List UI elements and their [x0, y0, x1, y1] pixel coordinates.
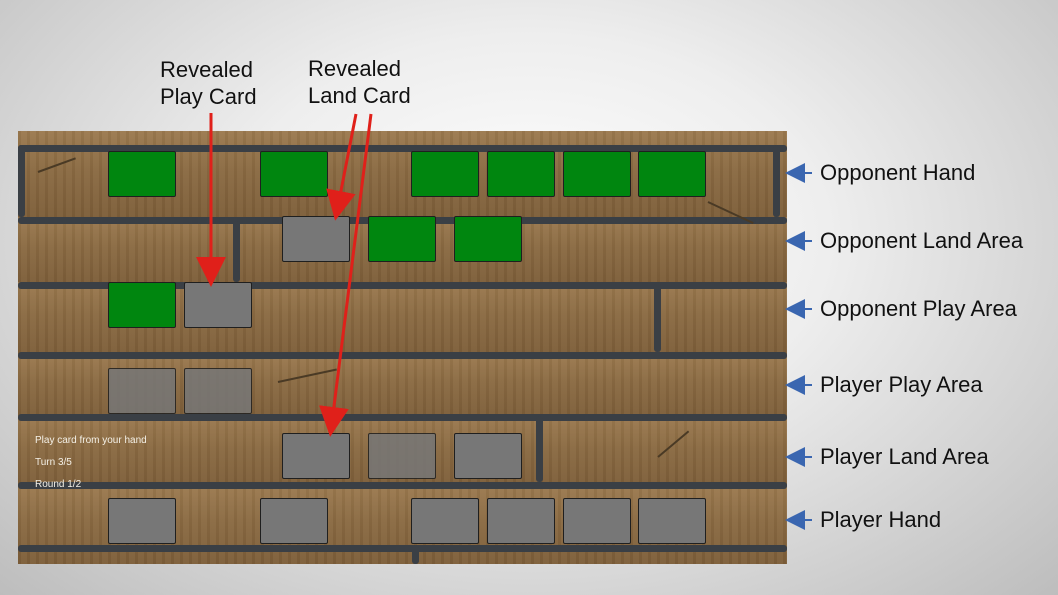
player-hand-card[interactable] [411, 498, 479, 544]
opponent-hand-card [487, 151, 555, 197]
opponent-hand-card [563, 151, 631, 197]
label-opponent-play-area: Opponent Play Area [820, 296, 1017, 321]
label-player-land-area: Player Land Area [820, 444, 989, 469]
opponent-hand-card [638, 151, 706, 197]
revealed-land-card[interactable] [282, 216, 350, 262]
player-land-card[interactable] [368, 433, 436, 479]
player-hand-card[interactable] [638, 498, 706, 544]
callout-line: Land Card [308, 83, 411, 108]
revealed-play-card[interactable] [184, 282, 252, 328]
label-opponent-hand: Opponent Hand [820, 160, 976, 185]
callout-line: Play Card [160, 84, 257, 109]
player-play-card[interactable] [184, 368, 252, 414]
player-play-card[interactable] [108, 368, 176, 414]
opponent-play-card [108, 282, 176, 328]
opponent-land-card [454, 216, 522, 262]
player-hand-card[interactable] [487, 498, 555, 544]
opponent-hand-card [260, 151, 328, 197]
player-land-card[interactable] [454, 433, 522, 479]
instruction-text: Play card from your hand [35, 435, 147, 446]
turn-counter: Turn 3/5 [35, 457, 72, 468]
opponent-hand-card [411, 151, 479, 197]
player-hand-card[interactable] [260, 498, 328, 544]
round-counter: Round 1/2 [35, 479, 82, 490]
player-land-card[interactable] [282, 433, 350, 479]
label-player-hand: Player Hand [820, 507, 942, 532]
opponent-land-card [368, 216, 436, 262]
label-opponent-land-area: Opponent Land Area [820, 228, 1024, 253]
callout-line: Revealed [160, 57, 253, 82]
player-hand-card[interactable] [563, 498, 631, 544]
label-player-play-area: Player Play Area [820, 372, 983, 397]
player-hand-card[interactable] [108, 498, 176, 544]
opponent-hand-card [108, 151, 176, 197]
revealed-play-card-callout: Revealed Play Card [160, 56, 257, 110]
callout-line: Revealed [308, 56, 401, 81]
revealed-land-card-callout: Revealed Land Card [308, 55, 411, 109]
